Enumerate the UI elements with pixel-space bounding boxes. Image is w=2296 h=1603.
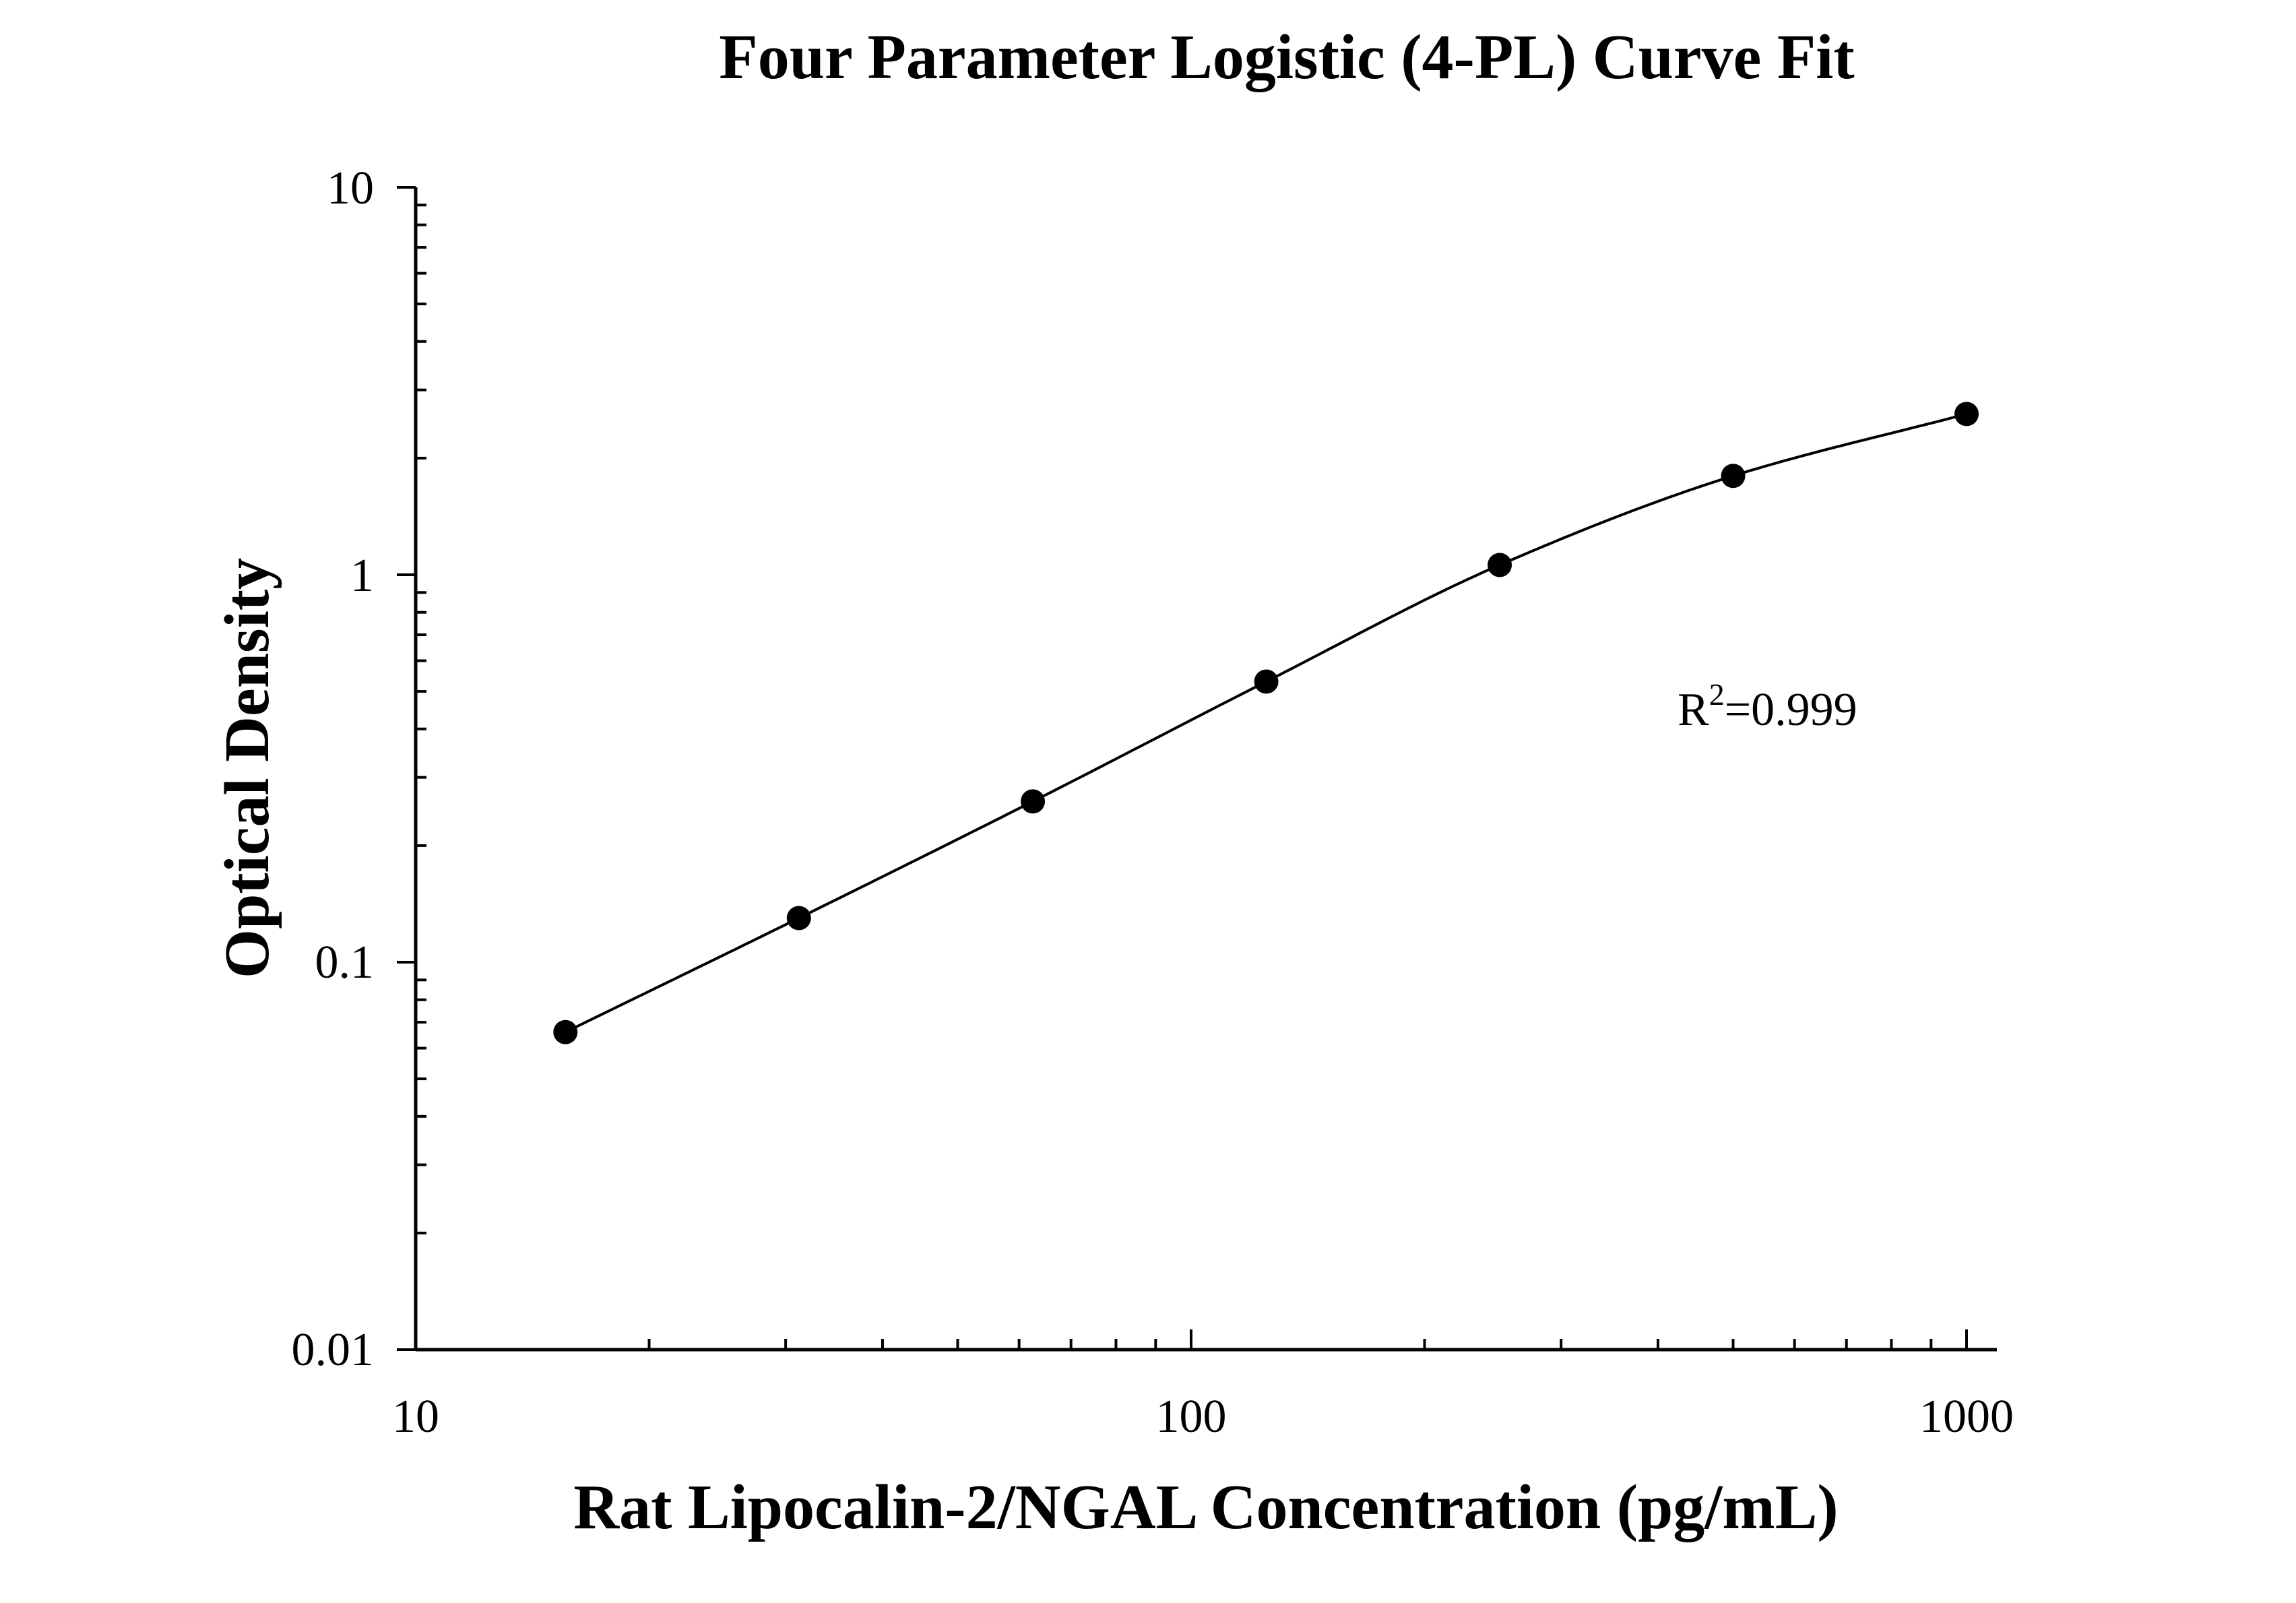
y-tick-label-1: 1: [350, 550, 374, 602]
data-point: [1721, 464, 1746, 489]
y-tick-label-0.01: 0.01: [292, 1324, 375, 1376]
r-squared-superscript: 2: [1709, 677, 1725, 712]
r-squared-r: R: [1678, 684, 1709, 736]
data-point: [1021, 789, 1046, 814]
y-tick-label-10: 10: [327, 162, 374, 214]
data-point: [786, 906, 811, 931]
data-point: [1954, 402, 1979, 427]
x-tick-label-10: 10: [392, 1391, 439, 1443]
chart-title: Four Parameter Logistic (4-PL) Curve Fit: [719, 22, 1854, 92]
y-major-ticks: [397, 186, 416, 1351]
x-tick-label-1000: 1000: [1919, 1391, 2014, 1443]
y-tick-label-0.1: 0.1: [315, 937, 375, 988]
y-minor-ticks: [416, 203, 426, 1234]
r-squared-annotation: R2=0.999: [1678, 677, 1857, 736]
x-tick-label-100: 100: [1156, 1391, 1227, 1443]
data-point: [1254, 669, 1279, 694]
data-point: [553, 1019, 578, 1044]
r-squared-value: =0.999: [1725, 684, 1857, 736]
x-axis-title: Rat Lipocalin-2/NGAL Concentration (pg/m…: [573, 1472, 1838, 1542]
y-axis-title: Optical Density: [212, 558, 282, 978]
data-point: [1488, 553, 1512, 577]
data-points: [553, 402, 1979, 1044]
x-minor-ticks: [647, 1339, 1933, 1350]
